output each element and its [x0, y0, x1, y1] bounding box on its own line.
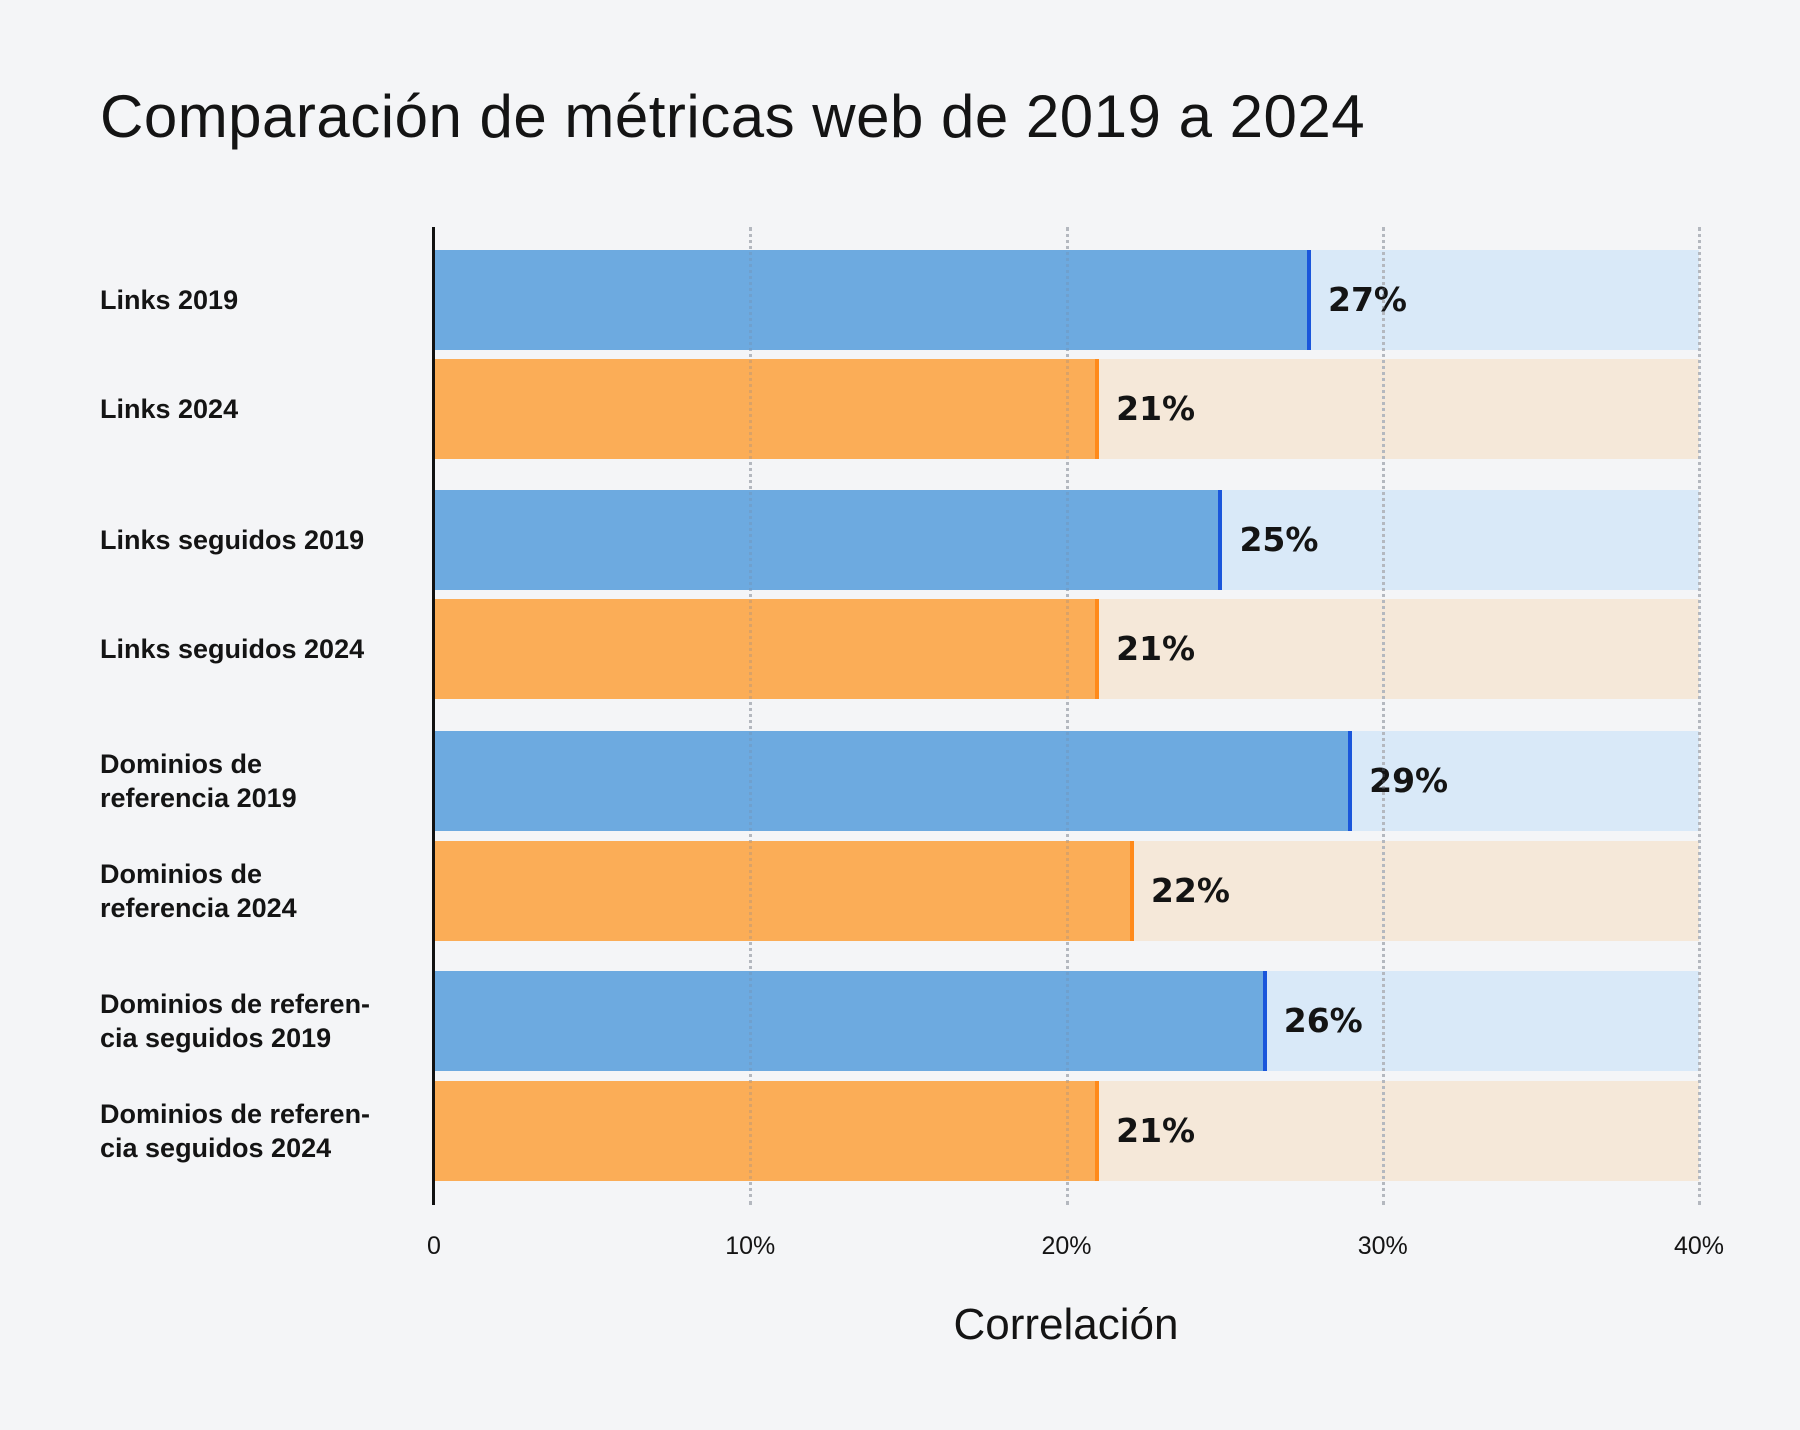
bar: [434, 359, 1099, 459]
category-label: Dominios de referencia 2019: [100, 731, 430, 831]
category-label: Links 2019: [100, 250, 430, 350]
bar: [434, 599, 1099, 699]
value-label: 21%: [1116, 1111, 1196, 1150]
gridline-overlay: [1065, 227, 1069, 1205]
category-label-line: Dominios de: [100, 749, 263, 779]
y-axis-line: [432, 227, 435, 1205]
bar: [434, 971, 1266, 1071]
category-label-line: Dominios de: [100, 859, 263, 889]
category-label: Dominios de referen-cia seguidos 2019: [100, 971, 430, 1071]
x-tick-label: 0: [427, 1232, 441, 1260]
bar-end-marker: [1218, 490, 1223, 590]
value-label: 29%: [1369, 761, 1449, 800]
category-label-text: Dominios de referencia 2019: [100, 747, 297, 815]
x-tick-label: 40%: [1673, 1232, 1725, 1260]
chart-title: Comparación de métricas web de 2019 a 20…: [100, 83, 1366, 150]
gridline: [1065, 227, 1069, 1205]
category-label-text: Dominios de referen-cia seguidos 2019: [100, 989, 371, 1053]
category-label-line: Links 2024: [100, 394, 239, 424]
bar: [434, 250, 1310, 350]
category-label-line: Links seguidos 2024: [100, 634, 365, 664]
gridline: [749, 227, 753, 1205]
bar-end-marker: [1095, 1081, 1100, 1181]
x-tick-label: 20%: [1041, 1232, 1092, 1260]
x-tick-label: 30%: [1357, 1232, 1408, 1260]
category-label-text: Dominios de referen-cia seguidos 2024: [100, 1099, 371, 1163]
bar: [434, 1081, 1099, 1181]
category-label-text: Links seguidos 2024: [100, 632, 364, 666]
category-label-line: referencia 2024: [100, 893, 297, 923]
category-label: Dominios de referen-cia seguidos 2024: [100, 1081, 430, 1181]
category-label-text: Links 2019: [100, 283, 238, 317]
category-label-text: Links seguidos 2019: [100, 523, 364, 557]
value-label: 21%: [1116, 389, 1196, 428]
x-axis-label: Correlación: [953, 1300, 1179, 1349]
bar-end-marker: [1095, 599, 1100, 699]
bar-end-marker: [1095, 359, 1100, 459]
category-label-text: Links 2024: [100, 392, 238, 426]
category-label-text: Dominios de referencia 2024: [100, 857, 297, 925]
bar-end-marker: [1307, 250, 1311, 350]
gridline-overlay: [1698, 227, 1701, 1205]
category-label-line: Links 2019: [100, 285, 239, 315]
category-label: Links seguidos 2019: [100, 490, 430, 590]
bar: [434, 490, 1222, 590]
bar: [434, 731, 1352, 831]
gridline-overlay: [749, 227, 753, 1205]
value-label: 25%: [1239, 520, 1319, 559]
category-label-line: Links seguidos 2019: [100, 525, 365, 555]
category-label: Links 2024: [100, 359, 430, 459]
value-label: 21%: [1116, 629, 1196, 668]
value-label: 22%: [1150, 871, 1230, 910]
value-label: 27%: [1328, 280, 1407, 319]
category-label-line: referencia 2019: [100, 783, 297, 813]
gridline: [1381, 227, 1385, 1205]
bar-end-marker: [1262, 971, 1267, 1071]
x-tick-label: 10%: [725, 1232, 776, 1260]
category-label: Dominios de referencia 2024: [100, 841, 430, 941]
gridline-overlay: [1381, 227, 1385, 1205]
gridline: [1698, 227, 1701, 1205]
value-label: 26%: [1283, 1001, 1363, 1040]
bar: [434, 841, 1133, 941]
bar-end-marker: [1348, 731, 1353, 831]
bar-end-marker: [1129, 841, 1134, 941]
category-label: Links seguidos 2024: [100, 599, 430, 699]
